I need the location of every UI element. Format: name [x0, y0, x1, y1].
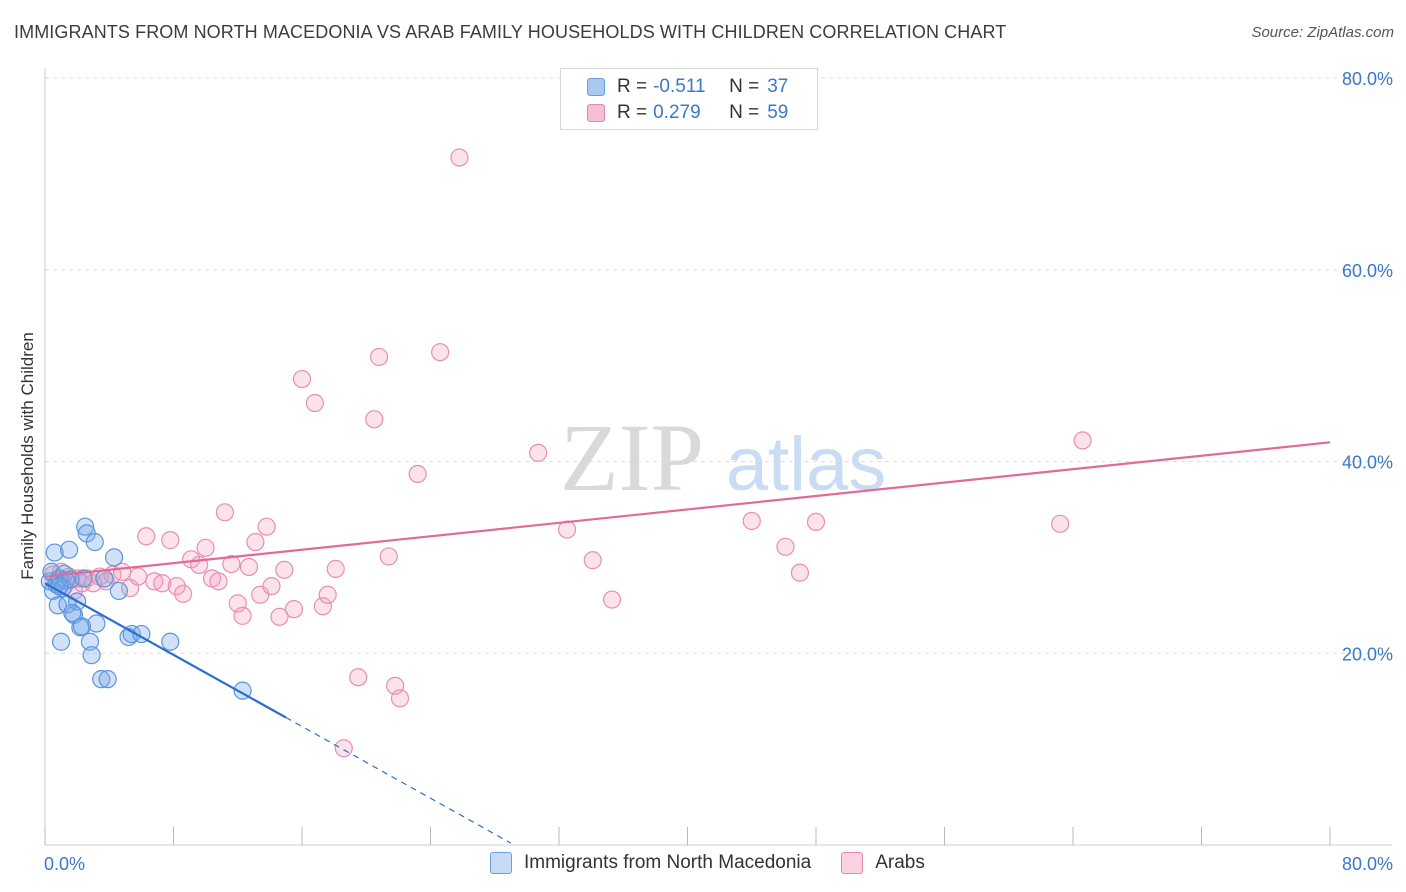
point-arabs [431, 343, 450, 362]
point-arabs [742, 511, 761, 531]
point-arabs [379, 547, 398, 566]
point-north-macedonia [45, 543, 64, 562]
legend-row-arabs: R = 0.279 N = 59 [587, 101, 788, 125]
point-north-macedonia [63, 603, 82, 623]
point-arabs [583, 551, 602, 570]
y-tick-label: 20.0% [1342, 644, 1393, 664]
y-tick-label: 40.0% [1342, 453, 1393, 473]
point-arabs [529, 443, 548, 462]
trend-line-arabs [44, 441, 1331, 578]
point-arabs [390, 689, 410, 708]
point-arabs [239, 557, 259, 577]
point-arabs [334, 739, 353, 758]
point-arabs [326, 559, 345, 578]
trend-lines [44, 441, 1331, 844]
y-axis-label: Family Households with Children [18, 332, 37, 580]
point-arabs [275, 560, 294, 579]
point-north-macedonia [104, 548, 124, 567]
point-north-macedonia [76, 517, 95, 536]
legend-row-north-macedonia: R = -0.511 N = 37 [587, 75, 788, 99]
point-north-macedonia [95, 569, 114, 588]
point-north-macedonia [109, 581, 128, 601]
y-tick-label: 80.0% [1342, 69, 1393, 89]
legend-r-value: 0.279 [653, 102, 701, 123]
point-arabs [262, 577, 281, 596]
point-arabs [408, 464, 427, 484]
point-arabs [174, 584, 193, 603]
point-arabs [602, 590, 622, 609]
point-arabs [313, 597, 332, 616]
chart-title: IMMIGRANTS FROM NORTH MACEDONIA VS ARAB … [14, 22, 1007, 42]
legend-n-label: N = [729, 76, 760, 97]
point-north-macedonia [74, 569, 93, 588]
point-north-macedonia [92, 670, 111, 689]
point-arabs [209, 572, 228, 591]
legend-item-north-macedonia[interactable]: Immigrants from North Macedonia [490, 852, 811, 874]
point-arabs [318, 585, 337, 604]
point-arabs [161, 531, 180, 550]
trend-line-north-macedonia [44, 582, 287, 719]
point-arabs [450, 148, 469, 167]
legend-n-label: N = [729, 102, 760, 123]
point-north-macedonia [82, 646, 101, 665]
point-arabs [233, 606, 252, 625]
series-legend: Immigrants from North Macedonia Arabs [490, 852, 955, 874]
point-arabs [292, 369, 312, 389]
legend-r-label: R = [617, 76, 648, 97]
point-arabs [196, 538, 215, 557]
legend-item-arabs[interactable]: Arabs [841, 852, 925, 874]
point-arabs [137, 527, 156, 546]
point-north-macedonia [161, 632, 180, 651]
point-north-macedonia [98, 670, 117, 689]
legend-r-value: -0.511 [653, 76, 706, 97]
point-arabs [257, 517, 276, 536]
source-credit: Source: ZipAtlas.com [1251, 24, 1394, 41]
point-arabs [222, 554, 241, 574]
tick-labels: 20.0% 40.0% 60.0% 80.0% 0.0% 80.0% [44, 69, 1393, 874]
point-arabs [129, 567, 148, 586]
x-tick-label-max: 80.0% [1342, 854, 1393, 874]
point-arabs [153, 574, 172, 593]
y-tick-label: 60.0% [1342, 261, 1393, 281]
point-arabs [246, 532, 265, 552]
point-arabs [776, 537, 795, 556]
point-arabs [349, 668, 368, 687]
point-arabs [365, 410, 384, 429]
point-arabs [1073, 431, 1092, 450]
legend-n-value: 37 [767, 76, 789, 97]
axes [44, 68, 1392, 846]
point-arabs [305, 393, 324, 413]
point-arabs [790, 563, 810, 582]
legend-r-label: R = [617, 102, 648, 123]
point-north-macedonia [48, 596, 67, 615]
legend-label-arabs: Arabs [875, 852, 925, 873]
point-north-macedonia [59, 540, 79, 559]
point-north-macedonia [85, 532, 104, 552]
legend-swatch-blue [587, 78, 605, 96]
trend-line-north-macedonia-extension [285, 716, 512, 844]
point-north-macedonia [87, 614, 106, 633]
x-tick-label-min: 0.0% [44, 854, 85, 874]
point-arabs [270, 607, 289, 626]
legend-swatch-north-macedonia [490, 852, 512, 874]
correlation-legend: R = -0.511 N = 37 R = 0.279 N = 59 [560, 68, 818, 130]
point-arabs [1051, 514, 1070, 533]
point-arabs [284, 600, 304, 619]
point-north-macedonia [80, 632, 100, 651]
point-arabs [215, 503, 234, 522]
point-arabs [96, 572, 116, 591]
point-arabs [806, 512, 826, 532]
watermark-zip: ZIP [560, 404, 704, 511]
legend-n-value: 59 [767, 102, 789, 123]
legend-label-north-macedonia: Immigrants from North Macedonia [524, 852, 812, 873]
watermark-atlas: atlas [726, 422, 887, 507]
legend-swatch-pink [587, 104, 605, 122]
series-arabs-points [43, 148, 1092, 758]
point-north-macedonia [51, 632, 71, 651]
legend-swatch-arabs [841, 852, 864, 874]
point-arabs [370, 347, 389, 367]
point-north-macedonia [72, 617, 92, 636]
